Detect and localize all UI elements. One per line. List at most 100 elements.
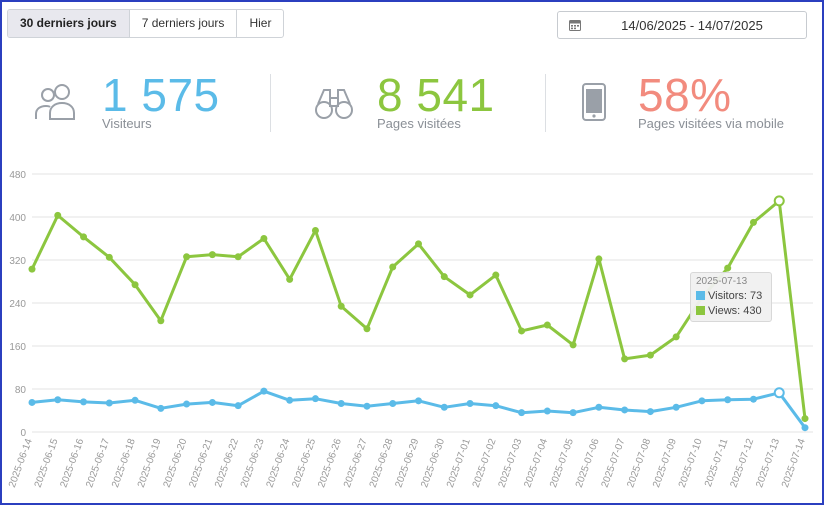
data-point-views [286, 275, 294, 283]
visits-line-chart: 0801602403204004802025-06-142025-06-1520… [7, 170, 813, 489]
data-point-visitors [646, 408, 654, 416]
data-point-visitors [286, 396, 294, 404]
data-point-views [569, 341, 577, 349]
x-tick-label: 2025-07-12 [728, 437, 756, 489]
data-point-visitors [105, 399, 113, 407]
divider [270, 74, 271, 132]
data-point-visitors [80, 398, 88, 406]
y-tick-label: 480 [9, 170, 26, 181]
data-point-views [311, 226, 319, 234]
mobile-pages-label: Pages visitées via mobile [638, 116, 784, 131]
x-tick-label: 2025-07-06 [574, 437, 602, 489]
calendar-icon [558, 19, 592, 31]
x-tick-label: 2025-06-18 [110, 437, 138, 489]
x-tick-label: 2025-07-10 [677, 437, 705, 489]
y-tick-label: 160 [9, 342, 26, 353]
users-icon [34, 82, 78, 127]
y-tick-label: 240 [9, 299, 26, 310]
date-range-text: 14/06/2025 - 14/07/2025 [621, 17, 763, 33]
data-point-views [337, 302, 345, 310]
data-point-visitors [543, 407, 551, 415]
y-tick-label: 400 [9, 213, 26, 224]
data-point-views [234, 253, 242, 261]
visitors-stat: 1 575 Visiteurs [32, 70, 252, 137]
mobile-pages-percent: 58% [638, 69, 732, 121]
x-tick-label: 2025-07-01 [445, 437, 473, 489]
x-tick-label: 2025-06-19 [136, 437, 164, 489]
mobile-phone-icon [582, 83, 606, 126]
x-tick-label: 2025-07-09 [651, 437, 679, 489]
data-point-visitors [698, 397, 706, 405]
x-tick-label: 2025-06-29 [393, 437, 421, 489]
data-point-visitors [363, 402, 371, 410]
data-point-views [260, 235, 268, 242]
data-point-views [389, 263, 397, 271]
tooltip-row-visitors: Visitors: 73 [696, 288, 766, 303]
range-30-days-button[interactable]: 30 derniers jours [8, 10, 130, 37]
data-point-views [492, 271, 500, 279]
range-selector: 30 derniers jours 7 derniers jours Hier [7, 9, 285, 38]
y-tick-label: 80 [15, 385, 27, 396]
x-tick-label: 2025-07-13 [754, 437, 782, 489]
tooltip-row-views: Views: 430 [696, 303, 766, 318]
data-point-views [80, 233, 88, 241]
data-point-views [543, 321, 551, 329]
data-point-views [621, 355, 629, 363]
data-point-views [363, 325, 371, 333]
x-tick-label: 2025-06-30 [419, 437, 447, 489]
data-point-visitors [724, 396, 732, 404]
binoculars-icon [314, 84, 354, 125]
x-tick-label: 2025-07-14 [780, 437, 808, 489]
x-tick-label: 2025-06-15 [33, 437, 61, 489]
x-tick-label: 2025-06-22 [213, 437, 241, 489]
data-point-views [440, 273, 448, 281]
x-tick-label: 2025-07-04 [522, 437, 550, 489]
data-point-visitors [492, 402, 500, 410]
data-point-visitors [311, 395, 319, 403]
data-point-views [724, 264, 732, 272]
divider [545, 74, 546, 132]
x-tick-label: 2025-07-02 [471, 437, 499, 489]
data-point-visitors [208, 398, 216, 406]
data-point-visitors [801, 424, 809, 432]
tooltip-views-text: Views: 430 [708, 304, 762, 317]
legend-swatch-visitors [696, 291, 705, 300]
data-point-visitors [260, 387, 268, 395]
data-point-visitors [54, 396, 62, 404]
data-point-visitors [389, 400, 397, 408]
data-point-views [105, 253, 113, 261]
data-point-views [183, 253, 191, 261]
data-point-visitors [595, 403, 603, 411]
x-tick-label: 2025-06-28 [368, 437, 396, 489]
y-tick-label: 0 [20, 428, 26, 439]
data-point-views [749, 218, 757, 226]
x-tick-label: 2025-07-08 [625, 437, 653, 489]
data-point-visitors [621, 406, 629, 414]
x-tick-label: 2025-06-14 [7, 437, 35, 489]
date-range-picker[interactable]: 14/06/2025 - 14/07/2025 [557, 11, 807, 39]
data-point-visitors [672, 403, 680, 411]
data-point-visitors [440, 403, 448, 411]
data-point-visitors [466, 400, 474, 408]
data-point-visitors [183, 400, 191, 408]
visitors-label: Visiteurs [102, 116, 152, 131]
data-point-visitors [569, 409, 577, 417]
data-point-visitors [415, 397, 422, 405]
data-point-views [466, 291, 474, 299]
data-point-views [131, 281, 139, 289]
x-tick-label: 2025-06-23 [239, 437, 267, 489]
tooltip-date: 2025-07-13 [696, 276, 748, 287]
series-line-visitors [30, 389, 807, 430]
data-point-visitors [131, 396, 139, 404]
pages-visited-count: 8 541 [377, 69, 495, 121]
data-point-views [157, 317, 165, 325]
data-point-visitors [773, 387, 785, 399]
range-yesterday-button[interactable]: Hier [249, 16, 272, 30]
data-point-visitors [234, 402, 242, 410]
data-point-views [415, 240, 422, 248]
pages-visited-label: Pages visitées [377, 116, 461, 131]
range-7-days-button[interactable]: 7 derniers jours [130, 10, 238, 37]
data-point-views [595, 255, 603, 263]
x-tick-label: 2025-07-03 [497, 437, 525, 489]
x-tick-label: 2025-06-21 [187, 437, 215, 489]
